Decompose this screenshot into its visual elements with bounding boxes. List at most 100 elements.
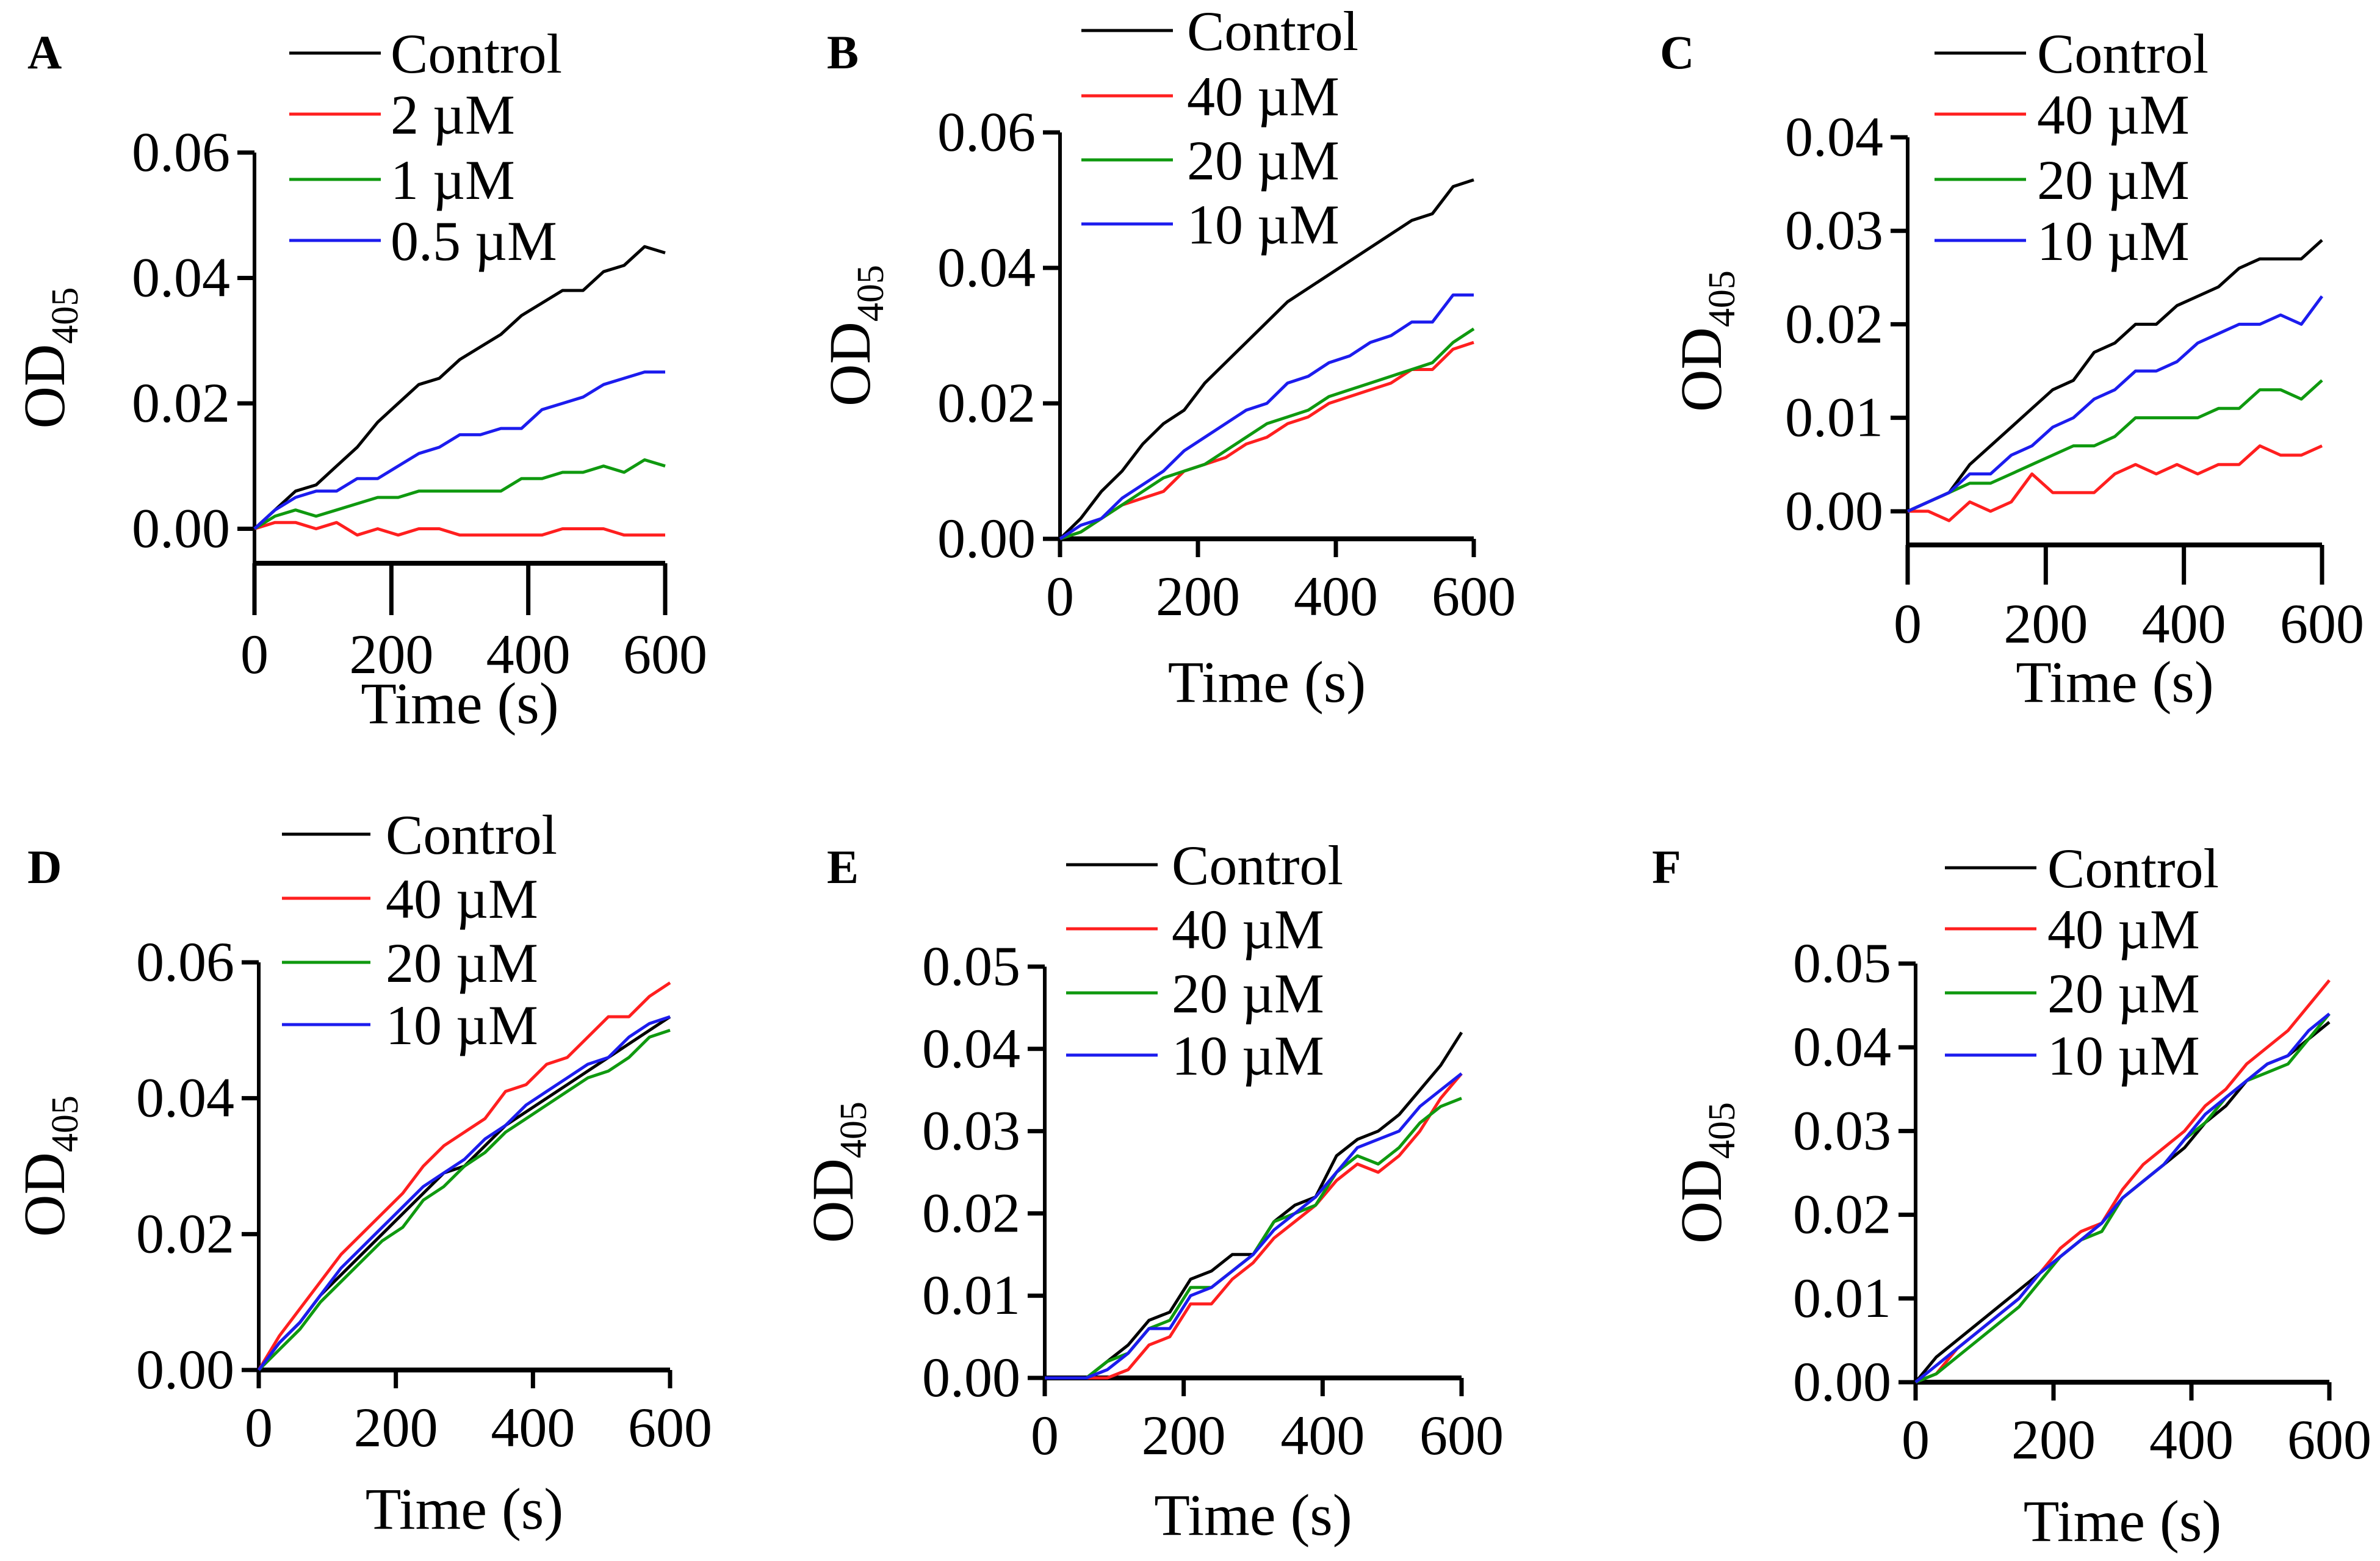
panel-letter: F [1652,840,1681,893]
series-line-3 [1906,295,2324,513]
y-axis-label: OD405 [1668,1102,1743,1244]
x-tick-label: 400 [486,623,571,685]
legend-label: 20 µM [2037,149,2190,211]
x-tick-label: 400 [491,1396,575,1458]
x-axis-label: Time (s) [1154,1482,1352,1548]
y-tick-label: 0.00 [922,1346,1020,1408]
y-tick-label: 0.00 [136,1338,234,1401]
y-tick-label: 0.00 [132,497,230,559]
legend-label: 10 µM [1172,1025,1324,1087]
x-tick-label: 600 [1419,1404,1504,1466]
x-tick-label: 0 [245,1396,273,1458]
y-tick-label: 0.04 [937,236,1036,298]
x-tick-label: 0 [1031,1404,1059,1466]
y-tick-label: 0.02 [1793,1183,1891,1246]
panel-f: F 0.00 0.01 0.02 0.03 0.04 0.05 0 200 400 600 Time … [1652,837,2371,1554]
x-axis-label: Time (s) [2016,649,2214,715]
series-line-1 [257,981,671,1371]
series-line-2 [258,1028,671,1371]
x-tick-label: 0 [1902,1408,1930,1471]
legend-label: Control [2037,23,2209,85]
legend-label: 20 µM [2047,962,2200,1025]
y-axis-label-subscript: 405 [45,1095,86,1152]
x-tick-label: 600 [628,1396,712,1458]
x-tick-label: 600 [2280,593,2364,655]
legend-label: 1 µM [391,149,515,211]
legend-label: Control [2047,837,2219,899]
y-tick-label: 0.04 [922,1017,1020,1080]
legend-label: 40 µM [2047,898,2200,961]
y-axis-label-subscript: 405 [45,287,86,344]
x-tick-label: 600 [1432,565,1516,627]
y-tick-label: 0.01 [1793,1267,1891,1329]
y-tick-label: 0.04 [1785,106,1883,168]
legend-label: 0.5 µM [391,210,557,272]
panel-letter: A [27,26,62,79]
x-tick-label: 0 [1894,593,1922,655]
panel-a: A 0.00 0.02 0.04 0.06 0 200 400 600 Time (s) OD405… [12,23,707,736]
series-line-3 [253,370,665,530]
panel-d: D 0.00 0.02 0.04 0.06 0 200 400 600 Time (s) OD405… [12,804,712,1541]
y-axis-label-main: OD [12,344,77,429]
series-line-3 [1059,293,1474,541]
x-tick-label: 400 [1294,565,1378,627]
y-tick-label: 0.01 [1785,386,1883,449]
x-axis-label: Time (s) [366,1476,564,1541]
series-line-0 [1906,239,2323,513]
series-line-1 [1908,444,2323,522]
panel-letter: D [27,840,62,893]
x-tick-label: 0 [1046,565,1074,627]
legend-label: 40 µM [2037,84,2190,146]
y-tick-label: 0.03 [1793,1099,1891,1161]
y-axis-label-subscript: 405 [1701,1102,1743,1159]
x-tick-label: 600 [623,623,707,685]
y-tick-label: 0.06 [136,931,234,993]
panel-letter: C [1660,26,1694,79]
x-tick-label: 200 [349,623,433,685]
y-axis-label-main: OD [1668,1159,1734,1244]
series-line-2 [1045,1097,1462,1380]
legend-label: Control [1187,0,1358,62]
panel-letter: E [827,840,859,893]
x-axis-label: Time (s) [1168,649,1366,715]
y-tick-label: 0.00 [1793,1350,1891,1413]
y-axis-label-main: OD [800,1158,865,1243]
y-tick-label: 0.02 [922,1181,1020,1244]
series-line-3 [1045,1072,1463,1380]
y-tick-label: 0.02 [1785,292,1883,355]
y-tick-label: 0.02 [132,372,230,434]
x-tick-label: 400 [1280,1404,1365,1466]
legend-label: 10 µM [2037,210,2190,272]
legend-label: 20 µM [1187,129,1340,192]
y-tick-label: 0.06 [937,101,1036,163]
y-axis-label: OD405 [12,1095,86,1237]
panel-b: B 0.00 0.02 0.04 0.06 0 200 400 600 Time (s) OD405… [817,0,1516,715]
y-axis-label: OD405 [1668,270,1743,412]
legend-label: Control [386,804,557,866]
series-line-2 [253,458,666,530]
series-line-1 [1059,341,1474,541]
y-tick-label: 0.02 [937,372,1036,434]
y-tick-label: 0.00 [937,507,1036,569]
y-axis-label: OD405 [12,287,86,429]
legend-label: 2 µM [391,84,515,146]
y-tick-label: 0.03 [1785,199,1883,261]
y-axis-label-main: OD [1668,327,1734,412]
y-axis-label-subscript: 405 [833,1101,874,1158]
y-axis-label-main: OD [12,1152,77,1237]
legend-label: 10 µM [1187,193,1340,256]
series-line-2 [1059,327,1475,541]
x-tick-label: 200 [354,1396,438,1458]
series-line-1 [254,521,665,537]
y-tick-label: 0.01 [922,1264,1020,1326]
y-tick-label: 0.00 [1785,480,1883,542]
x-axis-label: Time (s) [361,671,559,736]
x-tick-label: 200 [2011,1408,2096,1471]
y-tick-label: 0.05 [1793,932,1891,994]
y-axis-label-subscript: 405 [850,265,892,322]
y-tick-label: 0.04 [136,1067,234,1129]
legend-label: 40 µM [1172,898,1324,961]
series-line-1 [1045,1072,1463,1380]
x-tick-label: 400 [2149,1408,2234,1471]
